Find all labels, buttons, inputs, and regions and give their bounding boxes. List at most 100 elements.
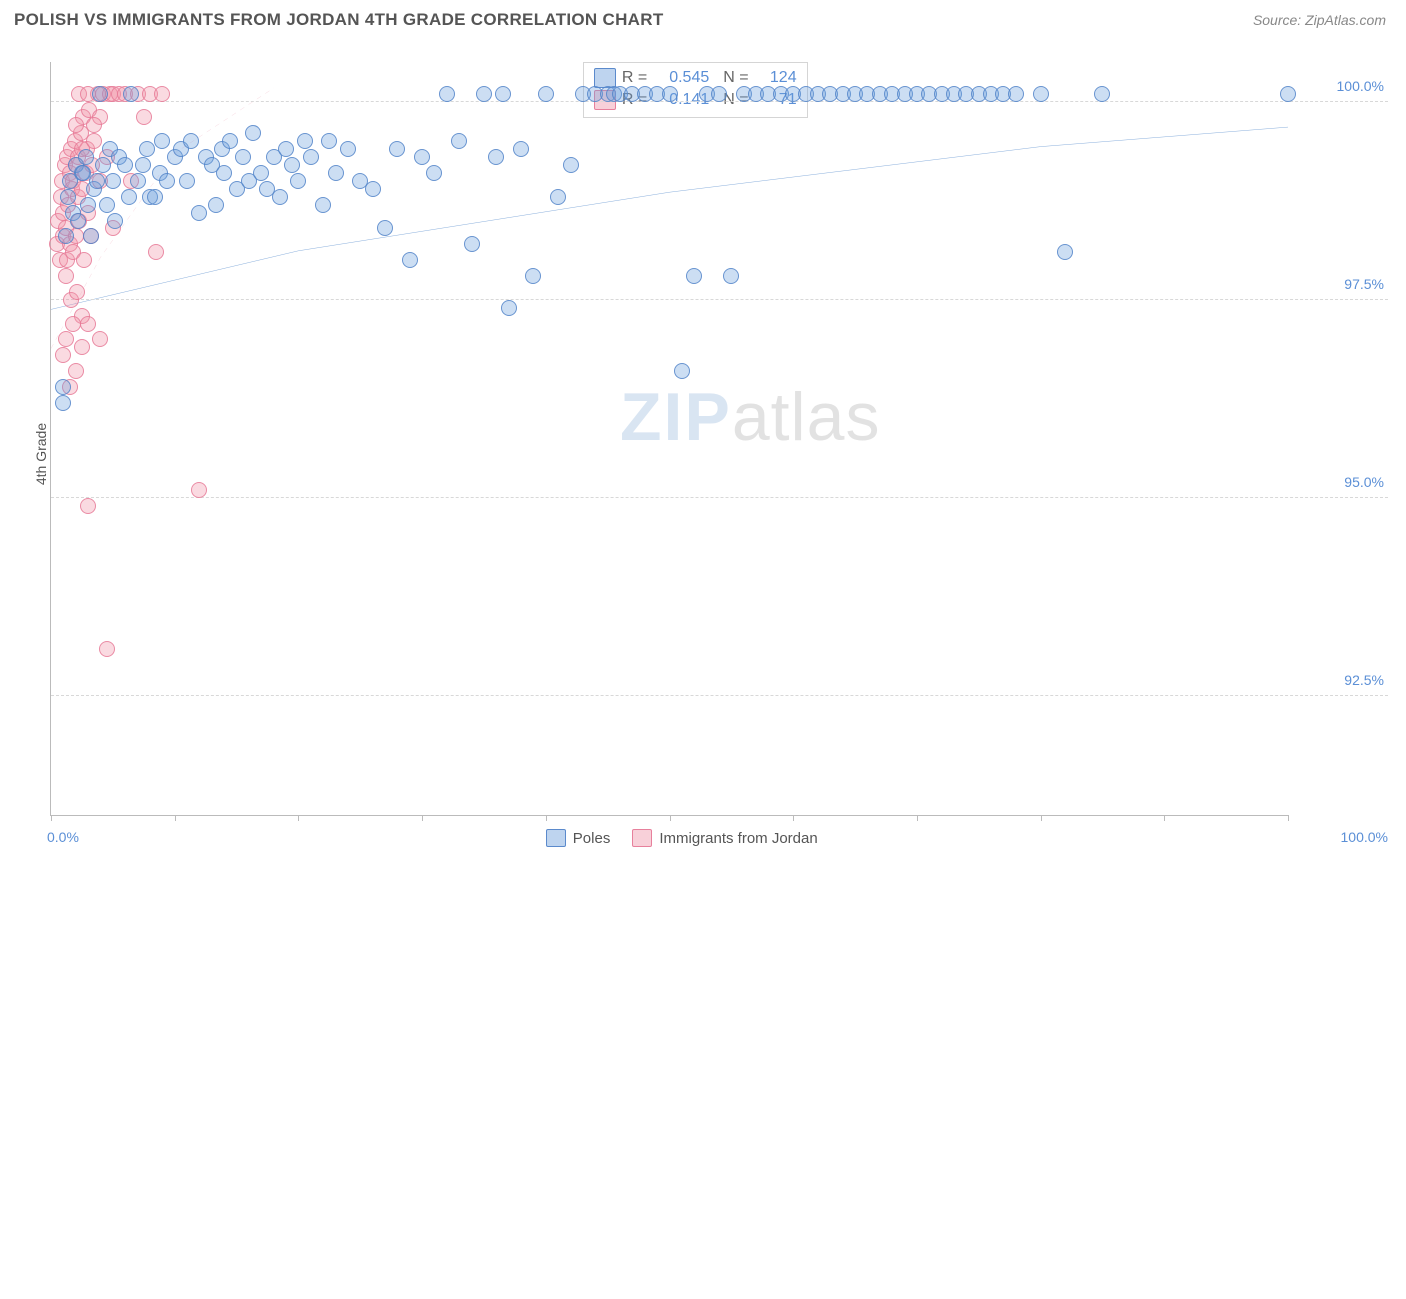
data-point-blue — [1280, 86, 1296, 102]
x-tick — [1164, 815, 1165, 821]
legend-swatch-pink — [632, 829, 652, 847]
data-point-blue — [78, 149, 94, 165]
y-tick-label: 97.5% — [1294, 276, 1384, 292]
data-point-blue — [235, 149, 251, 165]
data-point-blue — [464, 236, 480, 252]
data-point-blue — [83, 228, 99, 244]
x-tick — [917, 815, 918, 821]
trend-lines — [51, 62, 1288, 1299]
data-point-pink — [154, 86, 170, 102]
data-point-pink — [86, 117, 102, 133]
data-point-blue — [1008, 86, 1024, 102]
legend-label: Poles — [573, 830, 611, 847]
data-point-pink — [148, 244, 164, 260]
data-point-blue — [328, 165, 344, 181]
data-point-blue — [451, 133, 467, 149]
data-point-blue — [183, 133, 199, 149]
data-point-blue — [92, 86, 108, 102]
data-point-blue — [1057, 244, 1073, 260]
data-point-blue — [278, 141, 294, 157]
data-point-blue — [105, 173, 121, 189]
data-point-blue — [70, 213, 86, 229]
data-point-blue — [513, 141, 529, 157]
x-tick — [670, 815, 671, 821]
data-point-blue — [80, 197, 96, 213]
data-point-blue — [216, 165, 232, 181]
chart-area: 4th Grade ZIPatlas R =0.545N =124R =0.14… — [14, 44, 1388, 864]
data-point-blue — [495, 86, 511, 102]
data-point-blue — [501, 300, 517, 316]
data-point-blue — [525, 268, 541, 284]
data-point-blue — [191, 205, 207, 221]
data-point-blue — [538, 86, 554, 102]
chart-title: POLISH VS IMMIGRANTS FROM JORDAN 4TH GRA… — [14, 10, 664, 30]
data-point-blue — [439, 86, 455, 102]
data-point-blue — [208, 197, 224, 213]
data-point-blue — [107, 213, 123, 229]
data-point-blue — [89, 173, 105, 189]
data-point-blue — [117, 157, 133, 173]
data-point-pink — [58, 331, 74, 347]
watermark: ZIPatlas — [620, 378, 880, 456]
data-point-pink — [68, 117, 84, 133]
data-point-blue — [121, 189, 137, 205]
data-point-pink — [68, 363, 84, 379]
data-point-blue — [563, 157, 579, 173]
data-point-blue — [55, 379, 71, 395]
data-point-pink — [99, 641, 115, 657]
data-point-pink — [69, 284, 85, 300]
data-point-blue — [290, 173, 306, 189]
data-point-blue — [123, 86, 139, 102]
data-point-pink — [136, 109, 152, 125]
data-point-blue — [476, 86, 492, 102]
y-axis-label: 4th Grade — [33, 423, 49, 485]
legend-item-pink: Immigrants from Jordan — [632, 829, 817, 847]
data-point-blue — [662, 86, 678, 102]
data-point-blue — [99, 197, 115, 213]
data-point-blue — [340, 141, 356, 157]
data-point-pink — [80, 316, 96, 332]
data-point-blue — [1094, 86, 1110, 102]
x-tick — [422, 815, 423, 821]
data-point-blue — [402, 252, 418, 268]
data-point-blue — [377, 220, 393, 236]
data-point-blue — [1033, 86, 1049, 102]
data-point-blue — [674, 363, 690, 379]
data-point-blue — [130, 173, 146, 189]
data-point-blue — [284, 157, 300, 173]
data-point-blue — [253, 165, 269, 181]
data-point-blue — [303, 149, 319, 165]
x-tick — [546, 815, 547, 821]
legend-swatch-blue — [546, 829, 566, 847]
legend-label: Immigrants from Jordan — [659, 830, 817, 847]
plot-region: ZIPatlas R =0.545N =124R =0.141N =71 0.0… — [50, 62, 1288, 816]
data-point-pink — [58, 268, 74, 284]
legend-item-blue: Poles — [546, 829, 611, 847]
data-point-blue — [159, 173, 175, 189]
x-axis-max-label: 100.0% — [1341, 829, 1388, 845]
data-point-pink — [76, 252, 92, 268]
x-tick — [51, 815, 52, 821]
data-point-blue — [135, 157, 151, 173]
data-point-pink — [191, 482, 207, 498]
x-tick — [1041, 815, 1042, 821]
data-point-blue — [95, 157, 111, 173]
x-tick — [793, 815, 794, 821]
data-point-blue — [58, 228, 74, 244]
data-point-blue — [55, 395, 71, 411]
data-point-blue — [245, 125, 261, 141]
data-point-pink — [80, 498, 96, 514]
data-point-blue — [365, 181, 381, 197]
data-point-pink — [65, 316, 81, 332]
series-legend: Poles Immigrants from Jordan — [546, 829, 818, 847]
data-point-blue — [321, 133, 337, 149]
data-point-blue — [426, 165, 442, 181]
data-point-blue — [550, 189, 566, 205]
data-point-blue — [414, 149, 430, 165]
data-point-pink — [92, 331, 108, 347]
watermark-a: ZIP — [620, 379, 732, 455]
x-tick — [175, 815, 176, 821]
gridline — [51, 299, 1388, 300]
data-point-blue — [60, 189, 76, 205]
data-point-blue — [272, 189, 288, 205]
